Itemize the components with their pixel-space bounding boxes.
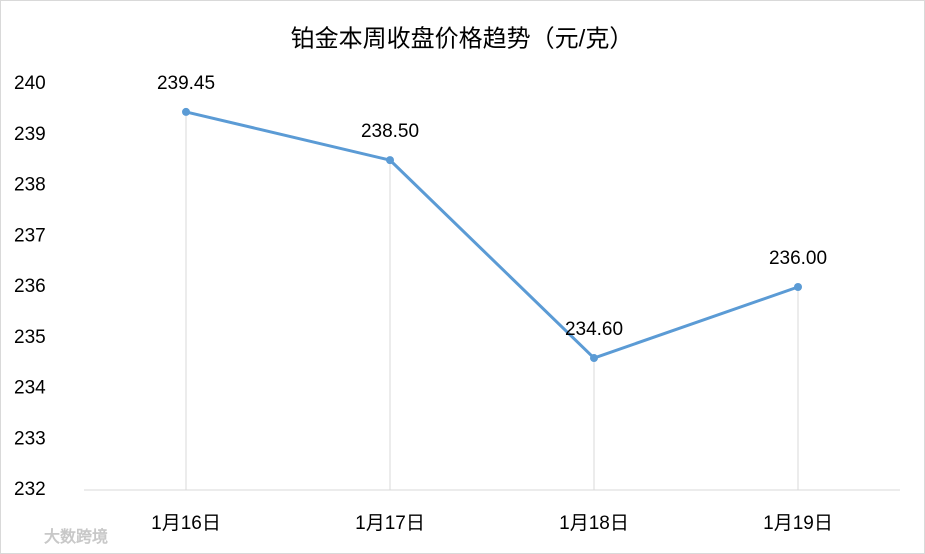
y-tick-label: 237 bbox=[14, 225, 46, 246]
value-label: 239.45 bbox=[157, 73, 215, 94]
y-tick-label: 239 bbox=[14, 124, 46, 145]
data-point bbox=[182, 107, 190, 116]
y-tick-label: 233 bbox=[14, 428, 46, 449]
data-point bbox=[386, 156, 394, 165]
watermark: 大数跨境 bbox=[44, 527, 108, 546]
value-label: 238.50 bbox=[361, 121, 419, 142]
y-tick-label: 236 bbox=[14, 276, 46, 297]
y-tick-label: 232 bbox=[14, 479, 46, 500]
value-label: 234.60 bbox=[565, 319, 623, 340]
data-point bbox=[590, 354, 598, 363]
x-tick-label: 1月19日 bbox=[763, 513, 833, 534]
y-tick-label: 238 bbox=[14, 175, 46, 196]
y-tick-label: 240 bbox=[14, 73, 46, 94]
y-tick-label: 234 bbox=[14, 378, 46, 399]
value-label: 236.00 bbox=[769, 248, 827, 269]
x-tick-label: 1月17日 bbox=[355, 513, 425, 534]
data-point bbox=[794, 283, 802, 291]
x-tick-label: 1月16日 bbox=[151, 513, 221, 534]
data-line bbox=[185, 110, 799, 360]
y-tick-label: 235 bbox=[14, 327, 46, 348]
chart-title: 铂金本周收盘价格趋势（元/克） bbox=[291, 25, 634, 52]
x-tick-label: 1月18日 bbox=[559, 513, 629, 534]
